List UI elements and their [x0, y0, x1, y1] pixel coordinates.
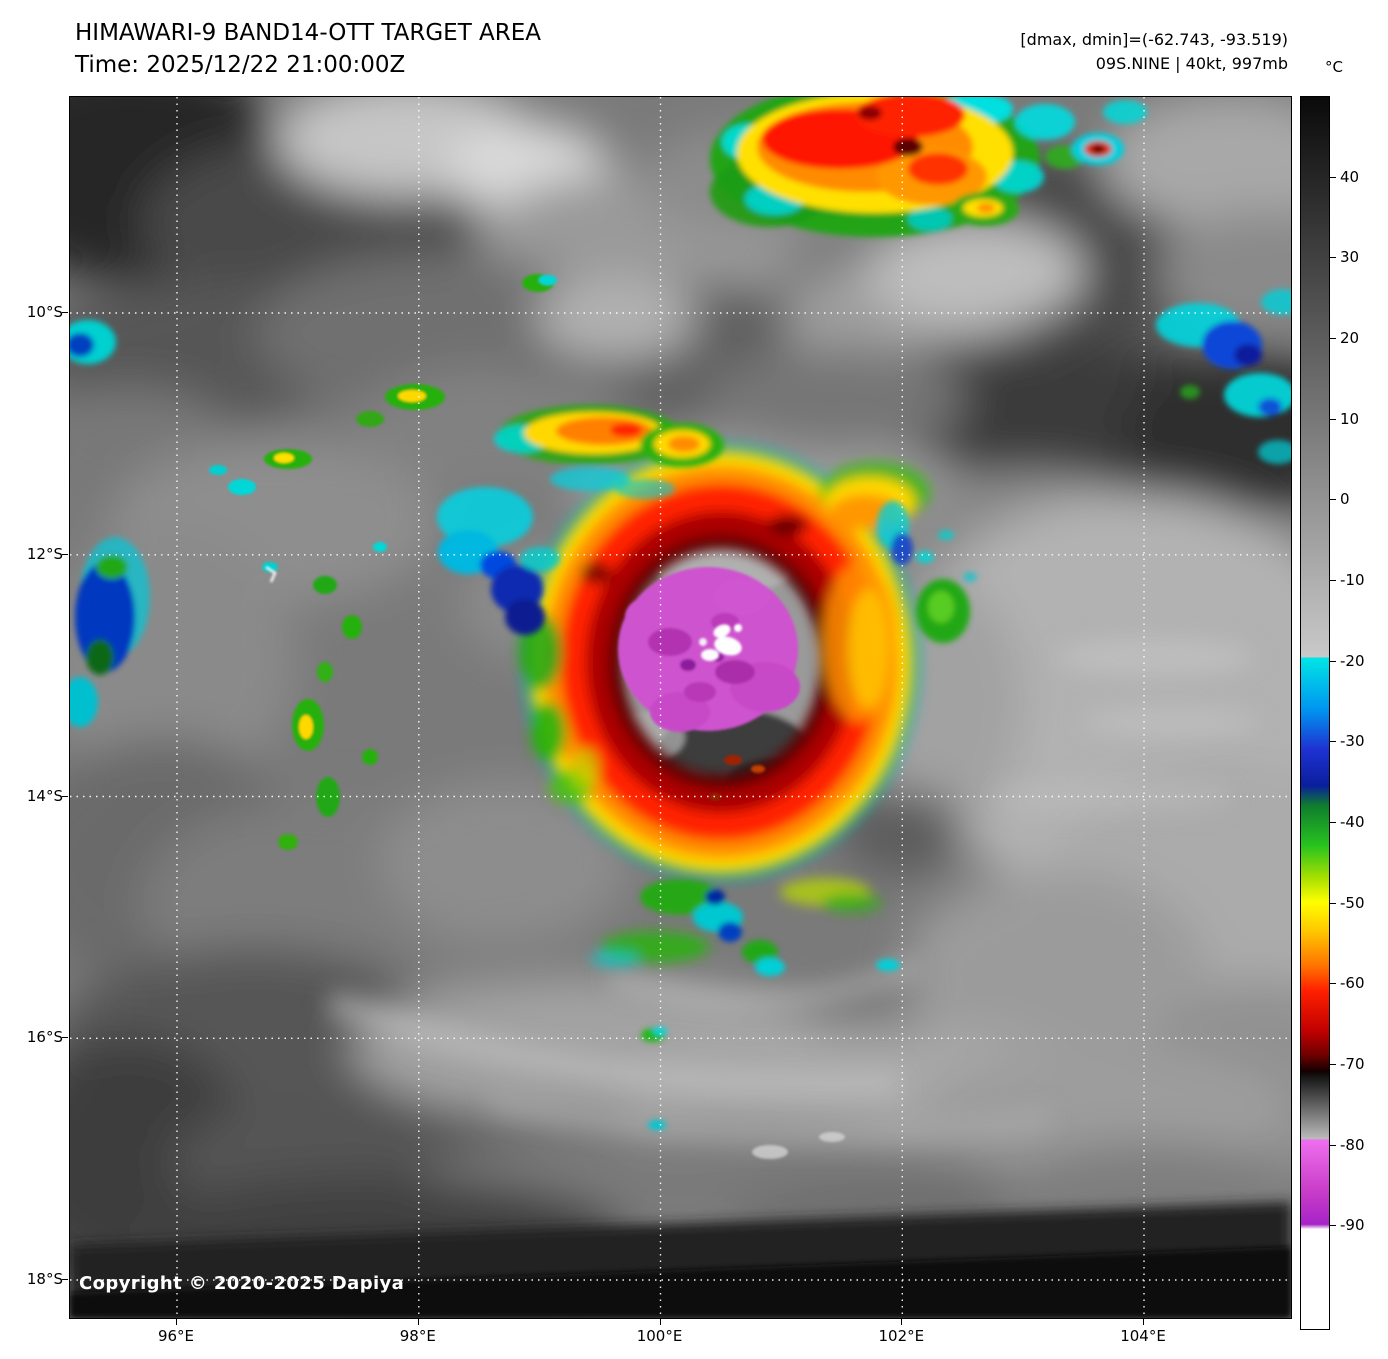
- lat-tick-mark: [62, 795, 68, 797]
- colorbar-tick-mark: [1330, 257, 1336, 259]
- colorbar-tick-label: -20: [1340, 651, 1365, 670]
- colorbar-tick-mark: [1330, 579, 1336, 581]
- colorbar-tick-mark: [1330, 418, 1336, 420]
- lat-axis-label: 16°S: [26, 1028, 63, 1047]
- colorbar-tick-mark: [1330, 902, 1336, 904]
- lat-tick-mark: [62, 1037, 68, 1039]
- colorbar: [1300, 96, 1330, 1330]
- colorbar-tick-mark: [1330, 821, 1336, 823]
- colorbar-tick-mark: [1330, 1225, 1336, 1227]
- lat-axis-label: 18°S: [26, 1270, 63, 1288]
- colorbar-tick-label: 40: [1340, 167, 1360, 186]
- product-title: HIMAWARI-9 BAND14-OTT TARGET AREA: [75, 20, 542, 46]
- convection-cells: [70, 97, 1291, 1159]
- colorbar-unit-label: °C: [1325, 58, 1343, 76]
- cloud-texture: [70, 97, 1291, 1301]
- lon-axis-label: 102°E: [878, 1327, 925, 1345]
- storm-info: 09S.NINE | 40kt, 997mb: [1095, 54, 1288, 73]
- lat-tick-mark: [62, 1279, 68, 1280]
- dmax-dmin-readout: [dmax, dmin]=(-62.743, -93.519): [1020, 30, 1288, 49]
- satellite-map: Copyright © 2020-2025 Dapiya: [69, 96, 1292, 1319]
- colorbar-tick-mark: [1330, 983, 1336, 985]
- lon-axis-label: 98°E: [399, 1327, 436, 1345]
- lat-tick-mark: [62, 553, 68, 555]
- copyright-watermark: Copyright © 2020-2025 Dapiya: [79, 1273, 405, 1294]
- lon-axis-label: 96°E: [157, 1327, 195, 1345]
- colorbar-tick-label: 10: [1340, 409, 1360, 428]
- eye-cold-core: [618, 567, 800, 732]
- lon-tick-mark: [659, 1319, 661, 1325]
- satellite-image: [70, 97, 1291, 1318]
- bottom-dark-band: [70, 1202, 1291, 1318]
- colorbar-tick-mark: [1330, 499, 1336, 501]
- colorbar-tick-label: 0: [1340, 490, 1350, 509]
- lon-tick-mark: [1143, 1319, 1144, 1325]
- colorbar-tick-label: -70: [1340, 1054, 1365, 1073]
- product-time: Time: 2025/12/22 21:00:00Z: [75, 52, 406, 78]
- colorbar-tick-label: -60: [1340, 974, 1365, 993]
- eye-white-core: [699, 624, 742, 661]
- colorbar-tick-mark: [1330, 660, 1336, 662]
- light-swirl-bands: [325, 639, 1260, 1145]
- lat-tick-mark: [62, 312, 68, 313]
- colorbar-tick-label: -80: [1340, 1135, 1365, 1154]
- colorbar-tick-label: 30: [1340, 248, 1360, 267]
- colorbar-tick-label: -40: [1340, 812, 1365, 831]
- colorbar-tick-mark: [1330, 176, 1336, 178]
- lon-tick-mark: [417, 1319, 419, 1325]
- colorbar-tick-label: -50: [1340, 893, 1365, 912]
- colorbar-tick-mark: [1330, 338, 1336, 339]
- lat-axis-label: 12°S: [26, 544, 63, 563]
- lat-axis-label: 10°S: [26, 303, 63, 321]
- lon-tick-mark: [176, 1319, 177, 1325]
- colorbar-tick-mark: [1330, 1063, 1336, 1065]
- colorbar-tick-mark: [1330, 1144, 1336, 1146]
- colorbar-tick-label: -10: [1340, 570, 1365, 589]
- lon-axis-label: 104°E: [1120, 1327, 1166, 1345]
- colorbar-tick-label: -90: [1340, 1216, 1365, 1235]
- lat-axis-label: 14°S: [26, 786, 63, 805]
- colorbar-tick-label: 20: [1340, 329, 1360, 347]
- cyclone-overcast: [518, 442, 930, 967]
- lon-axis-label: 100°E: [636, 1327, 683, 1345]
- lon-tick-mark: [901, 1319, 903, 1325]
- colorbar-tick-label: -30: [1340, 732, 1365, 751]
- colorbar-tick-mark: [1330, 741, 1336, 743]
